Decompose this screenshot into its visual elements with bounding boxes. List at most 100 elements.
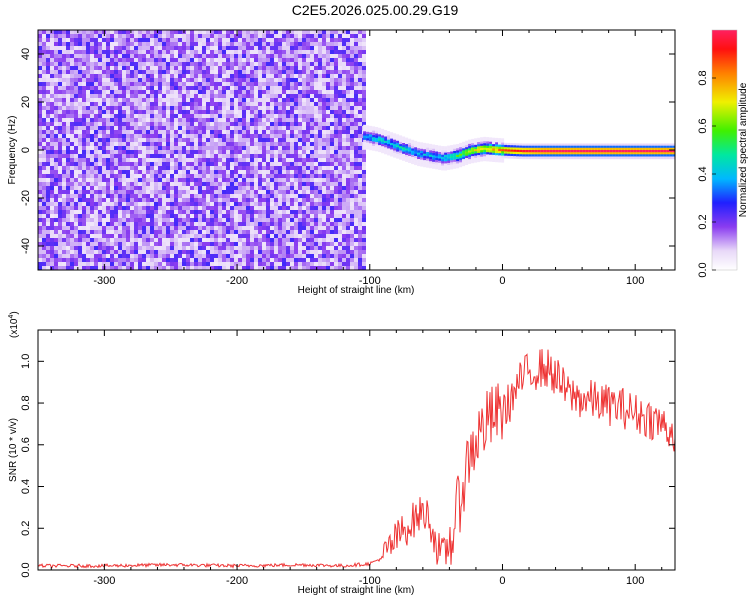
noise-cell [214, 210, 218, 214]
noise-cell [46, 146, 50, 150]
noise-cell [294, 230, 298, 234]
noise-cell [238, 190, 242, 194]
noise-cell [298, 262, 302, 266]
noise-cell [78, 130, 82, 134]
noise-cell [174, 258, 178, 262]
noise-cell [266, 198, 270, 202]
noise-cell [126, 222, 130, 226]
noise-cell [354, 90, 358, 94]
noise-cell [278, 222, 282, 226]
noise-cell [266, 194, 270, 198]
noise-cell [74, 138, 78, 142]
noise-cell [62, 66, 66, 70]
noise-cell [222, 78, 226, 82]
noise-cell [134, 34, 138, 38]
noise-cell [254, 62, 258, 66]
noise-cell [286, 262, 290, 266]
noise-cell [178, 70, 182, 74]
noise-cell [298, 150, 302, 154]
noise-cell [350, 74, 354, 78]
noise-cell [318, 98, 322, 102]
noise-cell [174, 58, 178, 62]
noise-cell [146, 142, 150, 146]
noise-cell [234, 106, 238, 110]
noise-cell [346, 230, 350, 234]
noise-cell [102, 86, 106, 90]
noise-cell [194, 74, 198, 78]
noise-cell [298, 130, 302, 134]
noise-cell [98, 142, 102, 146]
noise-cell [122, 54, 126, 58]
noise-cell [74, 210, 78, 214]
noise-cell [238, 62, 242, 66]
noise-cell [242, 170, 246, 174]
noise-cell [234, 130, 238, 134]
noise-cell [226, 250, 230, 254]
noise-cell [102, 114, 106, 118]
noise-cell [286, 234, 290, 238]
noise-cell [238, 218, 242, 222]
noise-cell [286, 34, 290, 38]
chart-title: C2E5.2026.025.00.29.G19 [291, 2, 459, 18]
noise-cell [46, 218, 50, 222]
noise-cell [290, 158, 294, 162]
noise-cell [162, 42, 166, 46]
noise-cell [58, 170, 62, 174]
noise-cell [246, 222, 250, 226]
noise-cell [306, 238, 310, 242]
noise-cell [70, 226, 74, 230]
noise-cell [326, 86, 330, 90]
noise-cell [110, 106, 114, 110]
noise-cell [182, 162, 186, 166]
noise-cell [86, 214, 90, 218]
noise-cell [338, 114, 342, 118]
noise-cell [162, 126, 166, 130]
noise-cell [310, 242, 314, 246]
noise-cell [266, 214, 270, 218]
noise-cell [190, 170, 194, 174]
noise-cell [358, 186, 362, 190]
noise-cell [106, 34, 110, 38]
noise-cell [246, 114, 250, 118]
noise-cell [322, 42, 326, 46]
noise-cell [306, 50, 310, 54]
noise-cell [226, 246, 230, 250]
noise-cell [138, 118, 142, 122]
noise-cell [126, 202, 130, 206]
noise-cell [102, 174, 106, 178]
noise-cell [354, 230, 358, 234]
noise-cell [310, 238, 314, 242]
noise-cell [66, 262, 70, 266]
noise-cell [134, 98, 138, 102]
noise-cell [242, 242, 246, 246]
noise-cell [250, 142, 254, 146]
noise-cell [82, 266, 86, 270]
noise-cell [150, 230, 154, 234]
noise-cell [166, 122, 170, 126]
noise-cell [270, 42, 274, 46]
noise-cell [166, 242, 170, 246]
noise-cell [290, 114, 294, 118]
noise-cell [110, 130, 114, 134]
noise-cell [302, 38, 306, 42]
noise-cell [282, 54, 286, 58]
noise-cell [306, 206, 310, 210]
noise-cell [290, 154, 294, 158]
noise-cell [334, 210, 338, 214]
noise-cell [82, 250, 86, 254]
noise-cell [314, 42, 318, 46]
noise-cell [358, 146, 362, 150]
noise-cell [146, 82, 150, 86]
noise-cell [322, 134, 326, 138]
noise-cell [238, 54, 242, 58]
noise-cell [38, 142, 42, 146]
noise-cell [118, 210, 122, 214]
noise-cell [150, 186, 154, 190]
noise-cell [198, 134, 202, 138]
noise-cell [90, 206, 94, 210]
noise-cell [146, 194, 150, 198]
noise-cell [226, 50, 230, 54]
noise-cell [106, 178, 110, 182]
noise-cell [358, 194, 362, 198]
noise-cell [226, 130, 230, 134]
